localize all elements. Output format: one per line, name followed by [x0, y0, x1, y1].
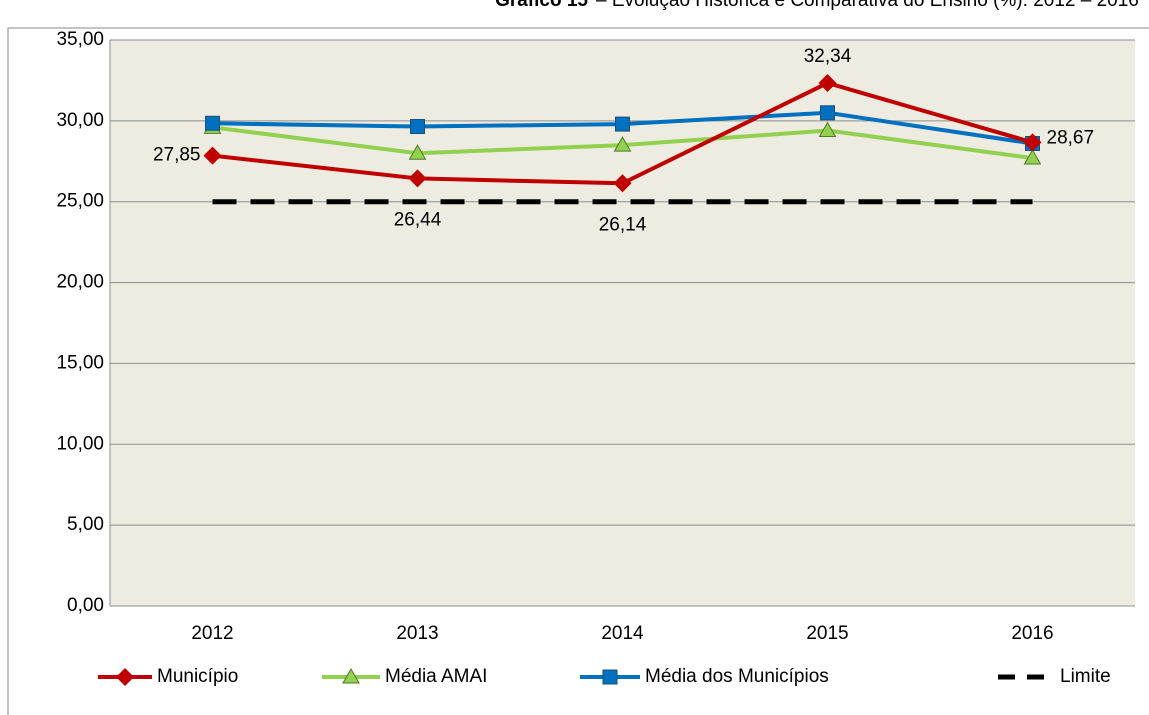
marker	[615, 116, 630, 132]
marker	[205, 115, 220, 131]
marker	[820, 105, 835, 121]
x-tick-label: 2013	[396, 623, 438, 644]
marker	[410, 119, 425, 135]
legend-marker	[342, 667, 360, 684]
y-tick-label: 10,00	[56, 433, 104, 454]
data-label: 26,14	[599, 214, 647, 235]
legend-label: Município	[157, 666, 238, 687]
chart-title-label: Gráfico 15	[495, 0, 588, 11]
marker	[1023, 133, 1042, 152]
marker	[613, 136, 632, 152]
legend-marker	[116, 668, 134, 686]
data-label: 27,85	[153, 145, 201, 166]
y-tick-label: 25,00	[56, 191, 104, 212]
marker	[408, 144, 427, 160]
marker	[408, 169, 427, 188]
marker	[818, 74, 837, 93]
marker	[1023, 149, 1042, 165]
data-label: 26,44	[394, 209, 442, 230]
marker	[613, 174, 632, 193]
marker	[818, 121, 837, 138]
y-tick-label: 35,00	[56, 29, 104, 50]
x-tick-label: 2015	[806, 623, 848, 644]
y-tick-label: 15,00	[56, 352, 104, 373]
y-tick-label: 5,00	[67, 514, 104, 535]
chart-title: – Evolução Histórica e Comparativa do En…	[596, 0, 1139, 11]
y-tick-label: 30,00	[56, 110, 104, 131]
legend-label: Limite	[1060, 666, 1111, 687]
x-tick-label: 2014	[601, 623, 644, 644]
y-tick-label: 20,00	[56, 272, 104, 293]
marker	[203, 146, 222, 165]
legend-label: Média AMAI	[385, 666, 487, 687]
legend-marker	[602, 669, 618, 685]
y-tick-label: 0,00	[67, 595, 104, 616]
x-tick-label: 2012	[191, 623, 233, 644]
data-label: 32,34	[804, 46, 852, 67]
legend-label: Média dos Municípios	[645, 666, 829, 687]
data-label: 28,67	[1047, 127, 1095, 148]
x-tick-label: 2016	[1011, 623, 1053, 644]
